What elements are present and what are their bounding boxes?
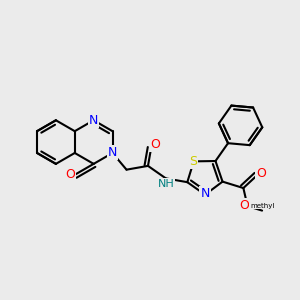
Text: NH: NH [158,179,174,189]
Text: S: S [189,155,197,168]
Text: methyl: methyl [250,202,274,208]
Text: O: O [240,199,250,212]
Text: O: O [256,167,266,180]
Text: O: O [65,168,75,181]
Text: N: N [89,114,98,127]
Text: N: N [108,146,117,160]
Text: N: N [200,187,210,200]
Text: O: O [150,138,160,151]
